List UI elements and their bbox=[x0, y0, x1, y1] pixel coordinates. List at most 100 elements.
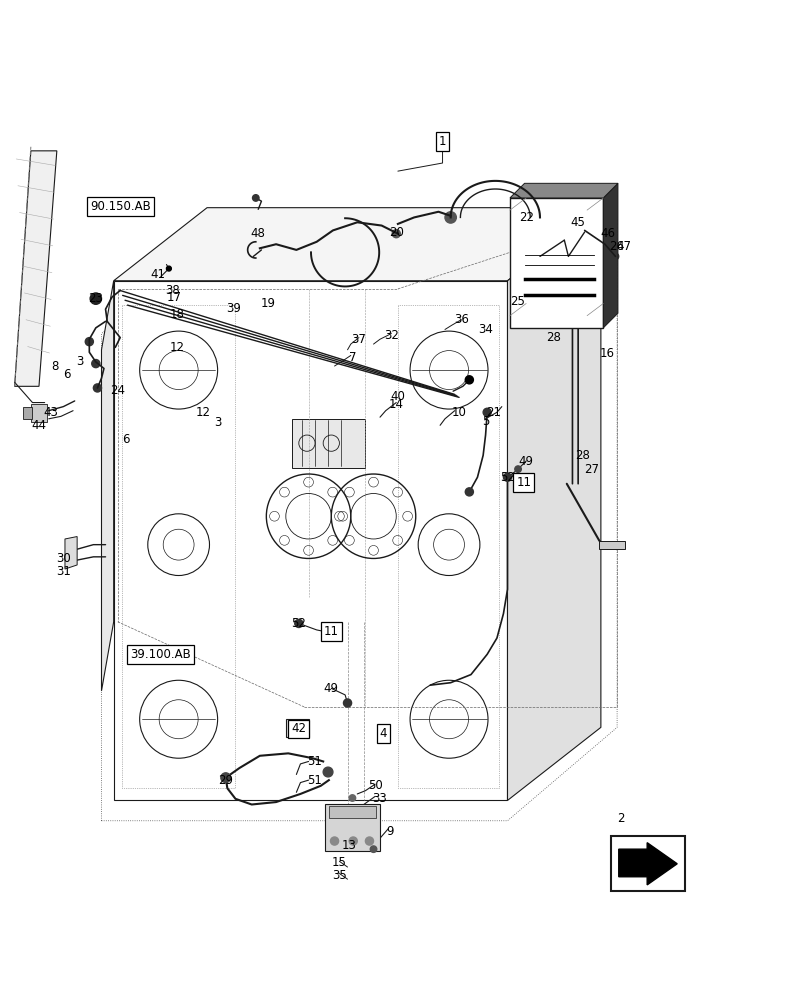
Text: 28: 28 bbox=[546, 331, 560, 344]
Circle shape bbox=[294, 619, 303, 627]
Bar bbox=[610, 836, 684, 891]
Text: 39.100.AB: 39.100.AB bbox=[131, 648, 191, 661]
Text: 16: 16 bbox=[599, 347, 614, 360]
Circle shape bbox=[349, 795, 355, 801]
Text: 36: 36 bbox=[453, 313, 468, 326]
Polygon shape bbox=[65, 537, 77, 569]
Text: 11: 11 bbox=[516, 476, 530, 489]
Bar bbox=[31, 404, 47, 422]
Circle shape bbox=[349, 837, 357, 845]
Text: 9: 9 bbox=[385, 825, 393, 838]
Polygon shape bbox=[509, 198, 603, 328]
Text: 44: 44 bbox=[32, 419, 46, 432]
Bar bbox=[328, 806, 375, 818]
Text: 48: 48 bbox=[251, 227, 265, 240]
Text: 49: 49 bbox=[324, 682, 338, 695]
Text: 28: 28 bbox=[575, 449, 590, 462]
Text: 41: 41 bbox=[151, 268, 165, 281]
Circle shape bbox=[365, 837, 373, 845]
Polygon shape bbox=[101, 281, 114, 691]
Polygon shape bbox=[114, 208, 600, 281]
Circle shape bbox=[252, 195, 259, 201]
Polygon shape bbox=[507, 208, 600, 800]
Text: 19: 19 bbox=[260, 297, 275, 310]
Bar bbox=[324, 804, 380, 851]
Text: 10: 10 bbox=[451, 406, 466, 419]
Circle shape bbox=[370, 846, 376, 852]
Polygon shape bbox=[114, 281, 507, 800]
Text: 15: 15 bbox=[332, 856, 346, 869]
Polygon shape bbox=[603, 183, 617, 328]
Text: 20: 20 bbox=[388, 226, 403, 239]
Text: 34: 34 bbox=[478, 323, 492, 336]
Text: 37: 37 bbox=[351, 333, 366, 346]
Circle shape bbox=[92, 360, 100, 368]
Text: 31: 31 bbox=[56, 565, 71, 578]
Text: 51: 51 bbox=[307, 755, 322, 768]
Circle shape bbox=[560, 237, 567, 243]
Circle shape bbox=[330, 837, 338, 845]
Text: 45: 45 bbox=[570, 216, 585, 229]
Circle shape bbox=[514, 466, 521, 472]
Circle shape bbox=[90, 293, 101, 304]
Text: 18: 18 bbox=[169, 308, 184, 321]
Circle shape bbox=[343, 699, 351, 707]
Text: 3: 3 bbox=[213, 416, 221, 429]
Text: 32: 32 bbox=[384, 329, 398, 342]
Text: 25: 25 bbox=[510, 295, 525, 308]
Bar bbox=[292, 419, 365, 468]
Circle shape bbox=[581, 226, 590, 234]
Text: 26: 26 bbox=[609, 240, 624, 253]
Text: 3: 3 bbox=[75, 355, 84, 368]
Text: 90.150.AB: 90.150.AB bbox=[90, 200, 150, 213]
Text: 39: 39 bbox=[226, 302, 241, 315]
Text: 12: 12 bbox=[195, 406, 210, 419]
Text: 23: 23 bbox=[88, 292, 103, 305]
Circle shape bbox=[566, 237, 573, 243]
Polygon shape bbox=[15, 151, 57, 386]
Text: 29: 29 bbox=[218, 774, 233, 787]
Text: 21: 21 bbox=[486, 406, 500, 419]
Text: 50: 50 bbox=[367, 779, 382, 792]
Text: 52: 52 bbox=[500, 471, 514, 484]
Polygon shape bbox=[509, 183, 617, 198]
Circle shape bbox=[465, 488, 473, 496]
Text: 2: 2 bbox=[616, 812, 624, 825]
Text: 4: 4 bbox=[379, 727, 387, 740]
Circle shape bbox=[534, 212, 545, 223]
Circle shape bbox=[600, 239, 608, 247]
Text: 42: 42 bbox=[291, 722, 306, 735]
Text: 27: 27 bbox=[583, 463, 598, 476]
Text: 52: 52 bbox=[291, 617, 306, 630]
Text: 40: 40 bbox=[390, 390, 405, 403]
Text: 51: 51 bbox=[307, 774, 322, 787]
Circle shape bbox=[465, 376, 473, 384]
Text: 43: 43 bbox=[43, 406, 58, 419]
Text: 33: 33 bbox=[372, 792, 387, 805]
Text: 6: 6 bbox=[62, 368, 71, 381]
Text: 13: 13 bbox=[341, 839, 356, 852]
Circle shape bbox=[323, 767, 333, 777]
Text: 47: 47 bbox=[616, 240, 630, 253]
Circle shape bbox=[166, 266, 171, 271]
Circle shape bbox=[93, 384, 101, 392]
Text: 6: 6 bbox=[122, 433, 130, 446]
Text: 35: 35 bbox=[332, 869, 346, 882]
Circle shape bbox=[611, 253, 618, 260]
Text: 11: 11 bbox=[324, 625, 338, 638]
Text: 1: 1 bbox=[438, 135, 446, 148]
Text: 38: 38 bbox=[165, 284, 179, 297]
Bar bbox=[23, 407, 32, 419]
Text: 17: 17 bbox=[167, 291, 182, 304]
Circle shape bbox=[444, 212, 456, 223]
Text: 14: 14 bbox=[388, 398, 403, 411]
Text: 12: 12 bbox=[169, 341, 184, 354]
Text: 46: 46 bbox=[599, 227, 614, 240]
Bar bbox=[285, 719, 308, 737]
Polygon shape bbox=[618, 843, 676, 885]
Circle shape bbox=[85, 338, 93, 346]
Circle shape bbox=[503, 473, 511, 481]
Text: 5: 5 bbox=[481, 415, 489, 428]
Circle shape bbox=[483, 408, 491, 416]
Text: 30: 30 bbox=[56, 552, 71, 565]
